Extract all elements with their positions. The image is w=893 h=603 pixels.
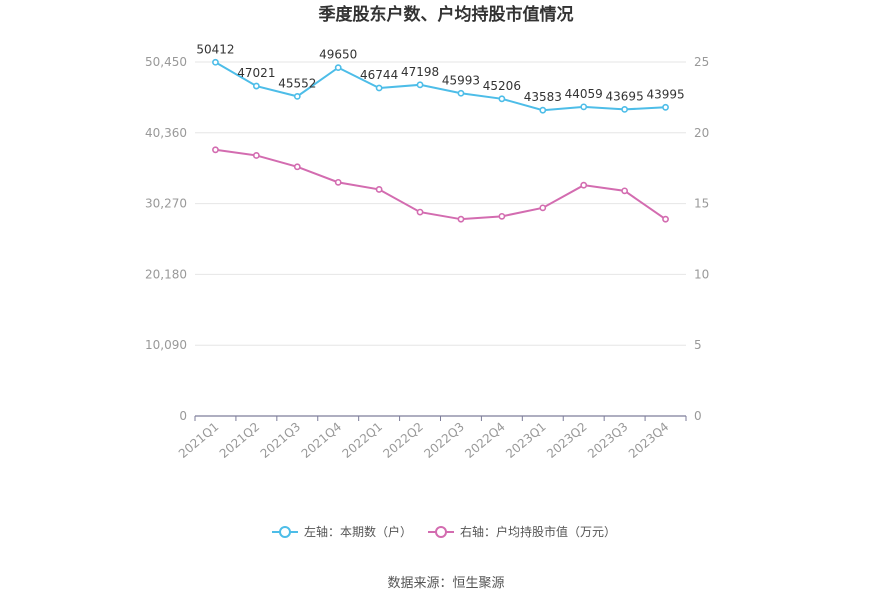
- right-axis: 0 5 10 15 20 25: [694, 55, 709, 423]
- legend-swatch-marker: [435, 526, 447, 538]
- x-tick-label: 2021Q3: [258, 420, 303, 461]
- data-point[interactable]: [293, 92, 301, 100]
- x-tick-label: 2021Q1: [176, 420, 221, 461]
- left-tick-label: 50,450: [145, 55, 187, 69]
- legend-item-2[interactable]: 右轴：户均持股市值（万元）: [428, 524, 616, 539]
- data-point[interactable]: [416, 208, 424, 216]
- left-tick-label: 30,270: [145, 197, 187, 211]
- legend-label: 左轴：本期数（户）: [304, 524, 412, 539]
- x-axis: 2021Q12021Q22021Q32021Q42022Q12022Q22022…: [176, 415, 687, 461]
- data-point[interactable]: [375, 84, 383, 92]
- left-tick-label: 0: [179, 409, 187, 423]
- data-point[interactable]: [457, 89, 465, 97]
- right-tick-label: 5: [694, 338, 702, 352]
- left-tick-label: 40,360: [145, 126, 187, 140]
- data-point[interactable]: [334, 178, 342, 186]
- data-point[interactable]: [580, 103, 588, 111]
- data-source: 数据来源：恒生聚源: [387, 576, 504, 591]
- data-point[interactable]: [662, 215, 669, 223]
- x-tick-label: 2023Q3: [585, 420, 630, 461]
- data-label: 45206: [483, 79, 521, 93]
- data-point[interactable]: [212, 146, 219, 154]
- data-label: 44059: [565, 87, 603, 101]
- legend-swatch-marker: [279, 526, 291, 538]
- data-point[interactable]: [539, 204, 547, 212]
- series-line-2: [215, 148, 667, 221]
- data-label: 45552: [278, 76, 316, 90]
- data-point[interactable]: [539, 106, 547, 114]
- data-label: 47198: [401, 65, 439, 79]
- right-tick-label: 25: [694, 55, 709, 69]
- x-tick-label: 2023Q2: [544, 420, 589, 461]
- legend-item-1[interactable]: 左轴：本期数（户）: [272, 524, 412, 539]
- data-point[interactable]: [334, 64, 342, 72]
- data-label: 49650: [319, 48, 357, 62]
- right-tick-label: 15: [694, 197, 709, 211]
- right-tick-label: 20: [694, 126, 709, 140]
- data-point[interactable]: [375, 186, 383, 193]
- x-tick-label: 2021Q4: [299, 420, 344, 461]
- data-point[interactable]: [498, 95, 506, 103]
- right-tick-label: 0: [694, 409, 702, 423]
- left-tick-label: 20,180: [145, 267, 187, 281]
- data-label: 46744: [360, 68, 398, 82]
- x-tick-label: 2022Q1: [340, 420, 385, 461]
- left-tick-label: 10,090: [145, 338, 187, 352]
- x-tick-label: 2021Q2: [217, 420, 262, 461]
- grid-lines: [195, 61, 686, 346]
- data-point[interactable]: [498, 212, 506, 220]
- x-tick-label: 2022Q4: [462, 420, 507, 461]
- data-point[interactable]: [416, 81, 424, 89]
- x-tick-label: 2022Q3: [421, 420, 466, 461]
- data-point[interactable]: [662, 103, 669, 111]
- x-tick-label: 2023Q1: [503, 420, 548, 461]
- data-point[interactable]: [252, 152, 260, 159]
- x-tick-label: 2023Q4: [626, 420, 671, 461]
- left-axis: 0 10,090 20,180 30,270 40,360 50,450: [145, 55, 187, 423]
- data-point[interactable]: [621, 187, 629, 195]
- legend-label: 右轴：户均持股市值（万元）: [460, 524, 616, 539]
- data-point[interactable]: [580, 181, 588, 189]
- data-point[interactable]: [457, 215, 465, 223]
- data-label: 43583: [524, 90, 562, 104]
- data-label: 43995: [646, 87, 684, 101]
- data-label: 47021: [237, 66, 275, 80]
- series-line-1: [214, 61, 666, 112]
- data-point[interactable]: [252, 82, 260, 90]
- data-point[interactable]: [293, 163, 301, 171]
- data-label: 50412: [196, 42, 234, 56]
- legend[interactable]: 左轴：本期数（户） 右轴：户均持股市值（万元）: [272, 524, 616, 539]
- data-point[interactable]: [621, 105, 629, 113]
- data-label: 45993: [442, 73, 480, 87]
- chart-title: 季度股东户数、户均持股市值情况: [319, 4, 574, 25]
- data-label: 43695: [606, 89, 644, 103]
- right-tick-label: 10: [694, 267, 709, 281]
- x-tick-label: 2022Q2: [380, 420, 425, 461]
- data-point[interactable]: [212, 58, 219, 66]
